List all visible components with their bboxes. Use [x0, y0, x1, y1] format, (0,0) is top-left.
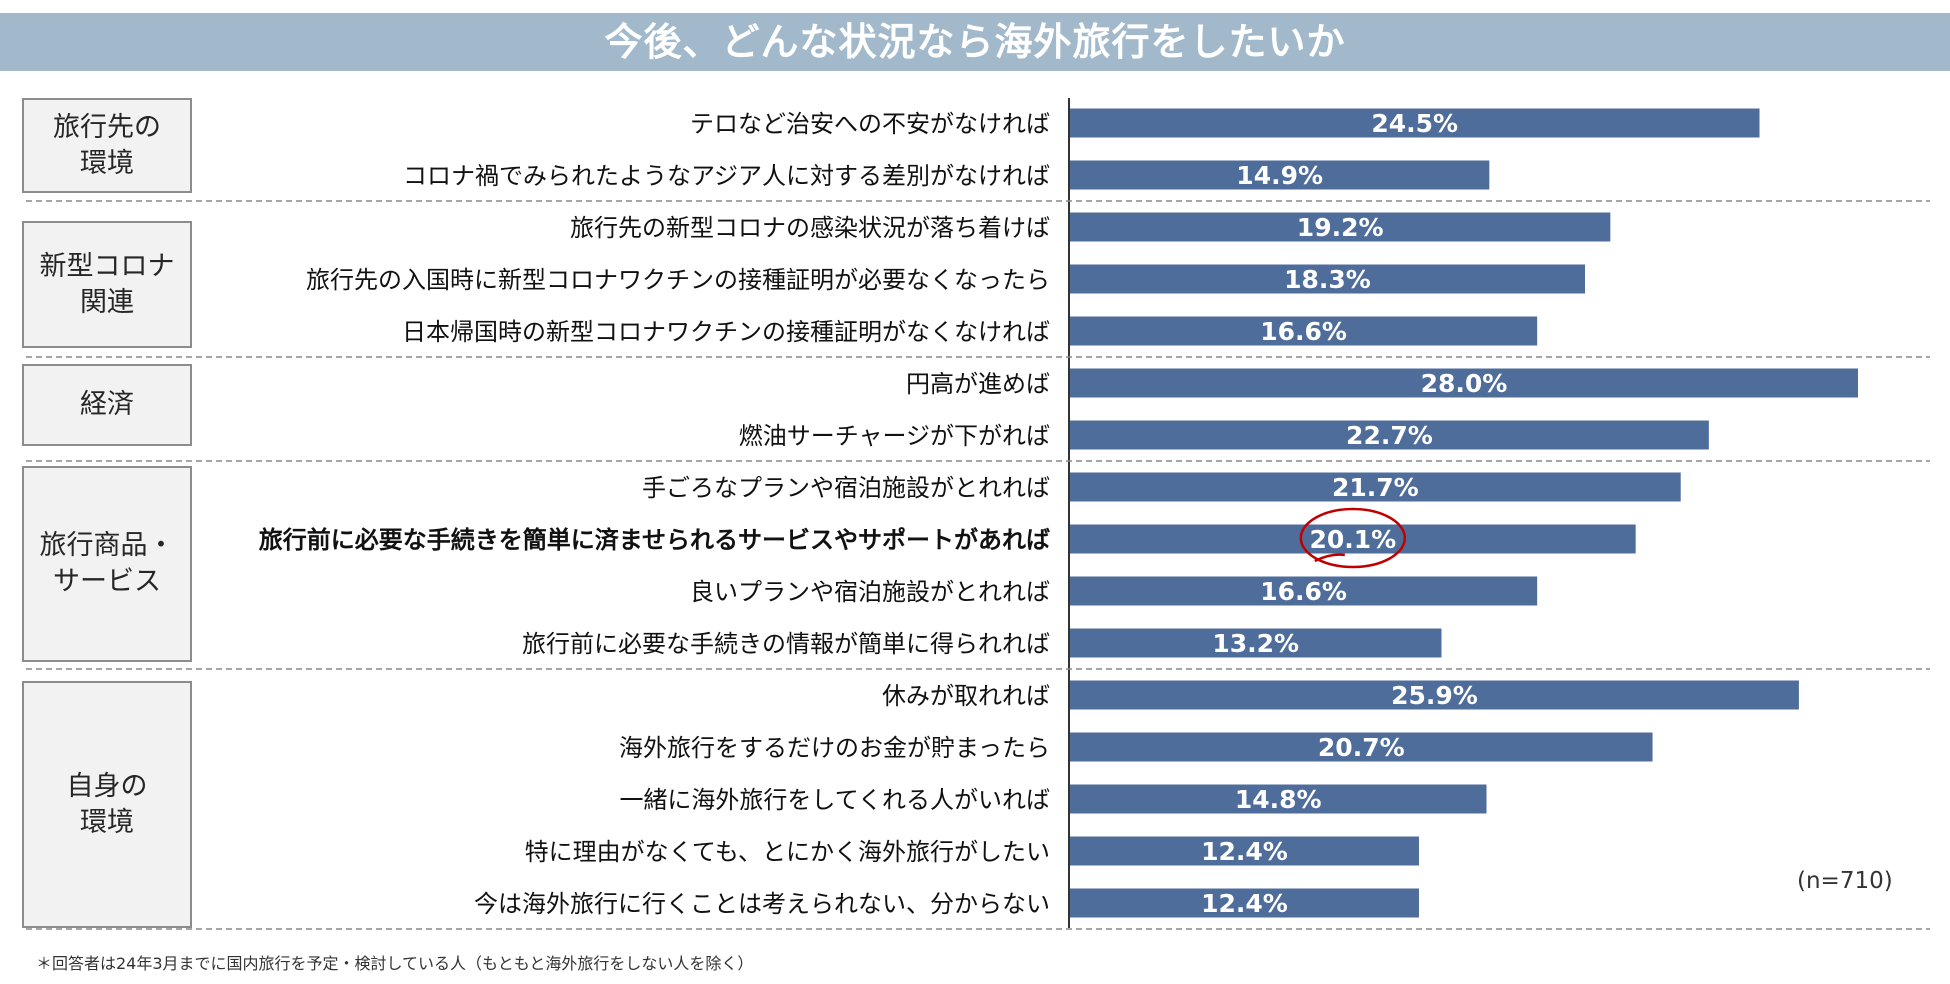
category-label-highlighted: 旅行前に必要な手続きを簡単に済ませられるサービスやサポートがあれば: [259, 526, 1050, 554]
bar: [1070, 732, 1653, 762]
category-label: テロなど治安への不安がなければ: [690, 110, 1050, 138]
category-label: 燃油サーチャージが下がれば: [739, 422, 1050, 450]
bar-value-label: 12.4%: [1201, 837, 1288, 866]
category-label: 今は海外旅行に行くことは考えられない、分からない: [474, 890, 1050, 918]
category-label: 休みが取れれば: [882, 682, 1050, 710]
bar: [1070, 472, 1681, 502]
category-label: 良いプランや宿泊施設がとれれば: [690, 578, 1050, 606]
bar-value-label: 24.5%: [1371, 109, 1458, 138]
bar-value-label: 21.7%: [1332, 473, 1419, 502]
category-box: 新型コロナ 関連: [22, 221, 192, 348]
bar: [1070, 680, 1799, 710]
bar: [1070, 888, 1419, 918]
bar: [1070, 212, 1611, 242]
category-label: 一緒に海外旅行をしてくれる人がいれば: [619, 786, 1050, 814]
highlight-circle-tail: [1314, 553, 1346, 563]
bar-value-label: 14.8%: [1235, 785, 1322, 814]
category-label: 円高が進めば: [906, 370, 1050, 398]
bar-value-label: 20.7%: [1318, 733, 1405, 762]
category-box: 旅行商品・ サービス: [22, 466, 192, 662]
category-box: 旅行先の 環境: [22, 98, 192, 193]
bar-value-label: 12.4%: [1201, 889, 1288, 918]
bar-value-label: 18.3%: [1284, 265, 1371, 294]
bar: [1070, 784, 1487, 814]
bar-value-label: 16.6%: [1260, 577, 1347, 606]
category-label: 特に理由がなくても、とにかく海外旅行がしたい: [525, 838, 1050, 866]
category-label: 旅行前に必要な手続きの情報が簡単に得られれば: [522, 630, 1050, 658]
bar: [1070, 576, 1538, 606]
category-box: 自身の 環境: [22, 681, 192, 928]
category-label: 手ごろなプランや宿泊施設がとれれば: [642, 474, 1050, 502]
bar: [1070, 316, 1538, 346]
footnote: ＊回答者は24年3月までに国内旅行を予定・検討している人（もともと海外旅行をしな…: [36, 954, 754, 973]
highlight-circle: [1299, 507, 1407, 569]
category-box: 経済: [22, 364, 192, 446]
bar: [1070, 368, 1858, 398]
bar-value-label: 19.2%: [1297, 213, 1384, 242]
bar: [1070, 628, 1442, 658]
bar: [1070, 836, 1419, 866]
category-label: 海外旅行をするだけのお金が貯まったら: [619, 734, 1050, 762]
category-label: コロナ禍でみられたようなアジア人に対する差別がなければ: [403, 162, 1050, 190]
bar-value-label: 13.2%: [1212, 629, 1299, 658]
bar: [1070, 160, 1490, 190]
bar-value-label: 22.7%: [1346, 421, 1433, 450]
bar-value-label: 14.9%: [1236, 161, 1323, 190]
category-label: 旅行先の入国時に新型コロナワクチンの接種証明が必要なくなったら: [306, 266, 1050, 294]
bar-value-label: 16.6%: [1260, 317, 1347, 346]
bar-value-label: 28.0%: [1421, 369, 1508, 398]
bar: [1070, 420, 1709, 450]
bar: [1070, 524, 1636, 554]
category-label: 日本帰国時の新型コロナワクチンの接種証明がなくなければ: [402, 318, 1050, 346]
bar: [1070, 108, 1760, 138]
category-label: 旅行先の新型コロナの感染状況が落ち着けば: [570, 214, 1050, 242]
sample-size-label: (n=710): [1797, 868, 1893, 894]
bar-value-label: 25.9%: [1391, 681, 1478, 710]
bar: [1070, 264, 1586, 294]
bar-value-label: 20.1%: [1309, 525, 1396, 554]
chart-title: 今後、どんな状況なら海外旅行をしたいか: [0, 13, 1950, 71]
